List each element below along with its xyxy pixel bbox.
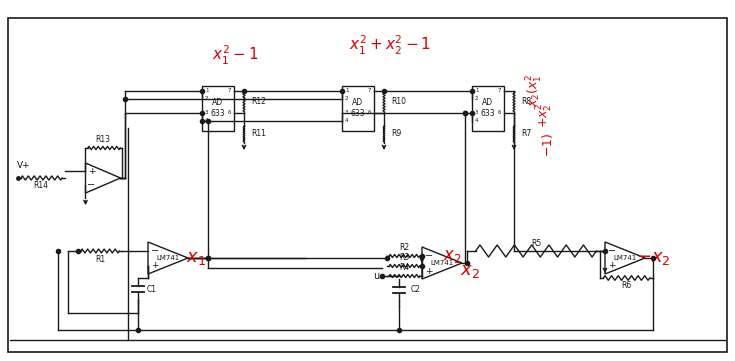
Text: LM741: LM741 (431, 260, 453, 266)
Text: 3: 3 (475, 110, 478, 116)
Polygon shape (422, 247, 462, 279)
Text: 3: 3 (205, 110, 209, 116)
Text: 2: 2 (205, 96, 209, 101)
Text: $x_1^2+x_2^2-1$: $x_1^2+x_2^2-1$ (349, 34, 431, 57)
Text: 6: 6 (498, 110, 501, 116)
Bar (202, 86, 234, 130)
Text: C2: C2 (411, 286, 421, 295)
Text: AD
633: AD 633 (211, 98, 226, 118)
Text: 1: 1 (205, 88, 209, 93)
Text: 2: 2 (345, 96, 348, 101)
Polygon shape (148, 242, 188, 274)
Text: $+x_2^2$: $+x_2^2$ (535, 103, 555, 127)
Text: 7: 7 (498, 88, 501, 93)
Text: u: u (373, 271, 379, 281)
Text: 1: 1 (475, 88, 478, 93)
Text: $x_2$: $x_2$ (460, 262, 480, 280)
Text: $x_1$: $x_1$ (186, 249, 206, 267)
Text: $x_2$: $x_2$ (443, 247, 462, 265)
Text: V+: V+ (17, 161, 31, 170)
Text: C1: C1 (147, 284, 157, 293)
Text: +: + (426, 266, 433, 275)
Text: R4: R4 (399, 264, 409, 273)
Text: 6: 6 (368, 110, 371, 116)
Text: LM741: LM741 (157, 255, 179, 261)
Text: R1: R1 (95, 255, 105, 264)
Polygon shape (85, 163, 121, 193)
Text: R7: R7 (521, 129, 531, 138)
Text: +: + (87, 166, 96, 175)
Text: R12: R12 (251, 97, 266, 106)
Text: 3: 3 (345, 110, 348, 116)
Text: AD
633: AD 633 (481, 98, 495, 118)
Text: +: + (609, 261, 616, 270)
Text: 7: 7 (228, 88, 231, 93)
Text: R3: R3 (399, 253, 409, 262)
Text: 6: 6 (228, 110, 231, 116)
Text: −: − (425, 251, 433, 261)
Text: −: − (608, 246, 616, 256)
Text: R8: R8 (521, 97, 531, 106)
Text: +: + (151, 261, 159, 270)
Text: $x_2(x_1^2$: $x_2(x_1^2$ (525, 73, 545, 106)
Bar (342, 86, 374, 130)
Text: AD
633: AD 633 (351, 98, 365, 118)
Bar (472, 86, 504, 130)
Text: −: − (87, 180, 96, 190)
Text: R5: R5 (531, 239, 541, 248)
Text: R9: R9 (391, 129, 401, 138)
Text: R14: R14 (34, 180, 49, 190)
Text: 4: 4 (205, 118, 209, 123)
Text: 7: 7 (368, 88, 371, 93)
Text: $-1)$: $-1)$ (540, 133, 556, 157)
Polygon shape (605, 242, 645, 274)
Text: 1: 1 (345, 88, 348, 93)
Text: 4: 4 (345, 118, 348, 123)
Text: R6: R6 (621, 282, 631, 291)
Text: 4: 4 (475, 118, 478, 123)
Text: R10: R10 (391, 97, 406, 106)
Text: $-x_2$: $-x_2$ (636, 249, 670, 267)
Text: R13: R13 (96, 135, 110, 144)
Text: 2: 2 (475, 96, 478, 101)
Text: −: − (151, 246, 159, 256)
Text: LM741: LM741 (614, 255, 637, 261)
Text: R11: R11 (251, 129, 266, 138)
Text: R2: R2 (399, 244, 409, 252)
Text: $x_1^2-1$: $x_1^2-1$ (212, 43, 258, 66)
